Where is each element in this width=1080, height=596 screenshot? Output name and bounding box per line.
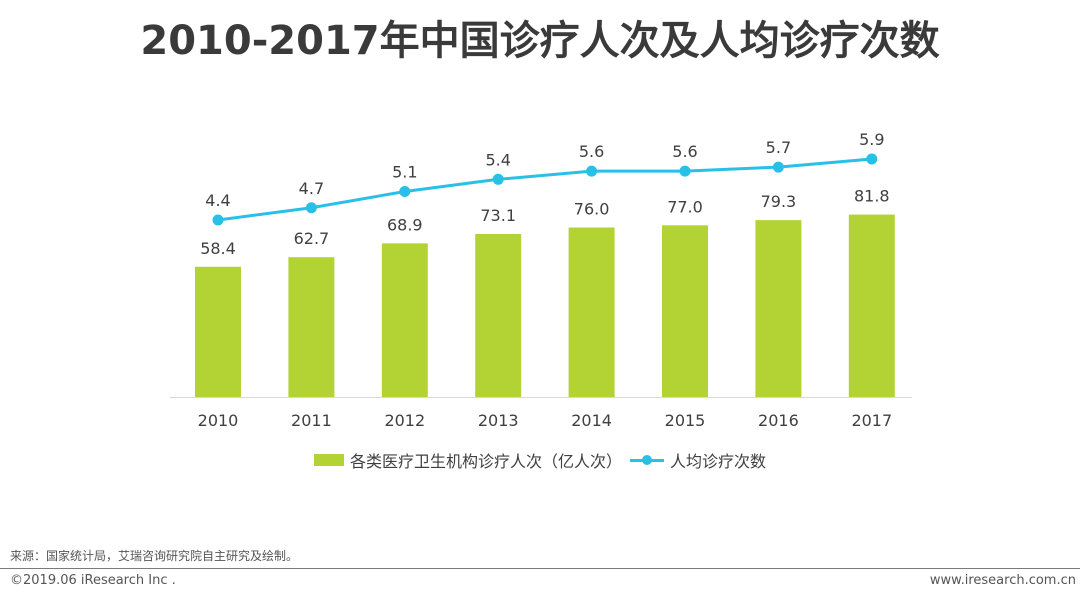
line-point-2011: [305, 202, 317, 214]
line-label-2012: 5.1: [392, 163, 417, 182]
x-tick-2013: 2013: [478, 411, 519, 430]
bar-2014: [568, 227, 615, 397]
legend: 各类医疗卫生机构诊疗人次（亿人次） 人均诊疗次数: [0, 448, 1080, 472]
line-point-2016: [772, 161, 784, 173]
line-label-2010: 4.4: [205, 191, 230, 210]
chart-title: 2010-2017年中国诊疗人次及人均诊疗次数: [140, 18, 940, 64]
line-series: [212, 153, 878, 226]
bar-2013: [475, 233, 522, 397]
line-data-labels: 4.4 4.7 5.1 5.4 5.6 5.6 5.7 5.9: [205, 130, 884, 210]
footer-divider: [0, 568, 1080, 569]
x-tick-2011: 2011: [291, 411, 332, 430]
bar-data-labels: 58.4 62.7 68.9 73.1 76.0 77.0 79.3 81.8: [200, 187, 889, 258]
bar-label-2012: 68.9: [387, 215, 423, 234]
line-path: [217, 157, 872, 222]
line-label-2013: 5.4: [485, 150, 510, 169]
x-tick-2014: 2014: [571, 411, 612, 430]
bar-2015: [662, 225, 708, 397]
bar-label-2013: 73.1: [480, 206, 516, 225]
x-tick-2017: 2017: [851, 411, 892, 430]
line-point-2015: [679, 165, 691, 177]
x-tick-2010: 2010: [198, 411, 239, 430]
x-tick-2015: 2015: [665, 411, 706, 430]
legend-item-bar: 各类医疗卫生机构诊疗人次（亿人次）: [313, 448, 622, 472]
bar-2011: [288, 257, 335, 397]
line-label-2011: 4.7: [299, 179, 324, 198]
bar-series: [195, 214, 895, 397]
bar-2017: [848, 214, 895, 397]
line-label-2015: 5.6: [672, 142, 697, 161]
x-axis-ticks: 2010 2011 2012 2013 2014 2015 2016 2017: [198, 411, 893, 430]
legend-line-swatch: [630, 454, 664, 466]
bar-label-2016: 79.3: [761, 192, 797, 211]
x-tick-2016: 2016: [758, 411, 799, 430]
line-label-2017: 5.9: [859, 130, 884, 149]
legend-line-marker: [642, 455, 652, 465]
line-point-2017: [866, 153, 878, 165]
line-point-2014: [586, 165, 598, 177]
line-label-2016: 5.7: [766, 138, 791, 157]
legend-bar-label: 各类医疗卫生机构诊疗人次（亿人次）: [349, 452, 622, 471]
bar-label-2017: 81.8: [854, 187, 890, 206]
bar-label-2015: 77.0: [667, 197, 703, 216]
source-note: 来源：国家统计局，艾瑞咨询研究院自主研究及绘制。: [10, 549, 299, 563]
line-point-2013: [492, 173, 504, 185]
bar-label-2010: 58.4: [200, 239, 236, 258]
bar-2012: [381, 243, 428, 397]
bar-2010: [195, 266, 241, 397]
line-point-2010: [212, 214, 224, 226]
bar-2016: [755, 220, 802, 397]
x-tick-2012: 2012: [384, 411, 425, 430]
line-label-2014: 5.6: [579, 142, 604, 161]
website-link[interactable]: www.iresearch.com.cn: [929, 573, 1076, 588]
legend-line-label: 人均诊疗次数: [670, 452, 767, 471]
bar-label-2014: 76.0: [574, 200, 610, 219]
legend-bar-swatch: [313, 454, 344, 466]
copyright: ©2019.06 iResearch Inc .: [10, 573, 176, 588]
line-point-2012: [399, 186, 411, 198]
legend-item-line: 人均诊疗次数: [630, 448, 766, 472]
bar-label-2011: 62.7: [294, 229, 330, 248]
